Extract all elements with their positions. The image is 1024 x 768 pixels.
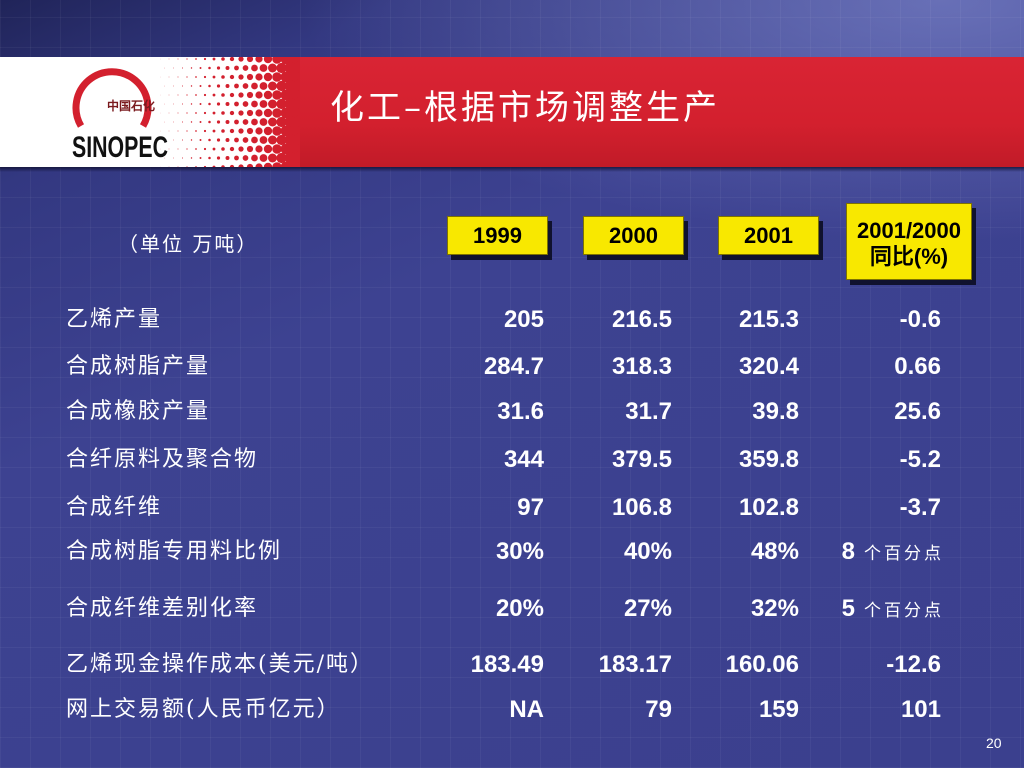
logo-english-text: SINOPEC [72,131,168,164]
value-2001: 32% [750,595,799,622]
row-ethylene-cash-operating-cost: 乙烯现金操作成本(美元/吨） 183.49 183.17 160.06 -12.… [0,651,1024,679]
row-label: 合纤原料及聚合物 [66,447,259,472]
value-2000: 318.3 [611,353,672,380]
change-unit: 个百分点 [864,601,944,621]
row-label: 合成纤维 [66,495,163,520]
value-1999: 284.7 [483,353,544,380]
row-synthetic-resin-output: 合成树脂产量 284.7 318.3 320.4 0.66 [0,353,1024,381]
change-value: 5 [841,595,855,622]
change-value: -5.2 [899,446,941,473]
row-synthetic-rubber-output: 合成橡胶产量 31.6 31.7 39.8 25.6 [0,398,1024,426]
header-yoy-change-label: 同比(%) [869,244,949,269]
value-1999: 205 [503,306,544,333]
sinopec-logo: 中国石化 SINOPEC [72,68,168,164]
row-online-trading-volume: 网上交易额(人民币亿元） NA 79 159 101 [0,696,1024,724]
header-1999: 1999 [447,216,548,255]
row-fiber-feedstock-and-polymer: 合纤原料及聚合物 344 379.5 359.8 -5.2 [0,446,1024,474]
value-1999: 344 [503,446,544,473]
row-label: 网上交易额(人民币亿元） [66,697,341,722]
header-yoy-change-years: 2001/2000 [857,218,961,243]
value-1999: 20% [495,595,544,622]
change-value: 8 [841,538,855,565]
change-cell: 8 个百分点 [811,538,941,568]
page-number: 20 [986,735,1002,751]
value-2000: 31.7 [625,398,672,425]
halftone-dots [160,57,300,167]
value-2000: 183.17 [598,651,672,678]
value-2001: 359.8 [738,446,799,473]
value-2000: 379.5 [611,446,672,473]
row-label: 合成橡胶产量 [66,399,211,424]
value-1999: 97 [517,494,544,521]
value-2000: 106.8 [611,494,672,521]
row-fiber-differentiation-rate: 合成纤维差别化率 20% 27% 32% 5 个百分点 [0,595,1024,623]
row-ethylene-output: 乙烯产量 205 216.5 215.3 -0.6 [0,306,1024,334]
change-value: -0.6 [899,306,941,333]
value-1999: 183.49 [470,651,544,678]
slide-title: 化工–根据市场调整生产 [330,88,720,128]
change-value: 25.6 [894,398,941,425]
value-1999: NA [509,696,544,723]
logo-ring [72,68,152,128]
value-2000: 216.5 [611,306,672,333]
value-2000: 40% [623,538,672,565]
row-label: 乙烯现金操作成本(美元/吨） [66,652,374,677]
logo-chinese-text: 中国石化 [107,98,155,113]
header-yoy-change: 2001/2000 同比(%) [846,203,972,280]
row-label: 乙烯产量 [66,307,163,332]
change-value: -12.6 [886,651,941,678]
row-resin-special-material-ratio: 合成树脂专用料比例 30% 40% 48% 8 个百分点 [0,538,1024,566]
banner-shadow [0,167,1024,172]
value-2001: 160.06 [725,651,799,678]
change-value: -3.7 [899,494,941,521]
row-label: 合成树脂产量 [66,354,211,379]
value-2001: 102.8 [738,494,799,521]
change-unit: 个百分点 [864,544,944,564]
value-2001: 320.4 [738,353,799,380]
title-banner [296,57,1024,167]
change-cell: 5 个百分点 [811,595,941,625]
value-2001: 215.3 [738,306,799,333]
header-2000: 2000 [583,216,684,255]
unit-label: （单位 万吨） [118,232,259,256]
value-2001: 48% [750,538,799,565]
value-2000: 79 [645,696,672,723]
value-1999: 31.6 [497,398,544,425]
value-2000: 27% [623,595,672,622]
change-value: 101 [900,696,941,723]
row-label: 合成树脂专用料比例 [66,539,283,564]
header-2001: 2001 [718,216,819,255]
value-2001: 159 [758,696,799,723]
change-value: 0.66 [894,353,941,380]
row-label: 合成纤维差别化率 [66,596,259,621]
row-synthetic-fiber: 合成纤维 97 106.8 102.8 -3.7 [0,494,1024,522]
value-2001: 39.8 [752,398,799,425]
value-1999: 30% [495,538,544,565]
